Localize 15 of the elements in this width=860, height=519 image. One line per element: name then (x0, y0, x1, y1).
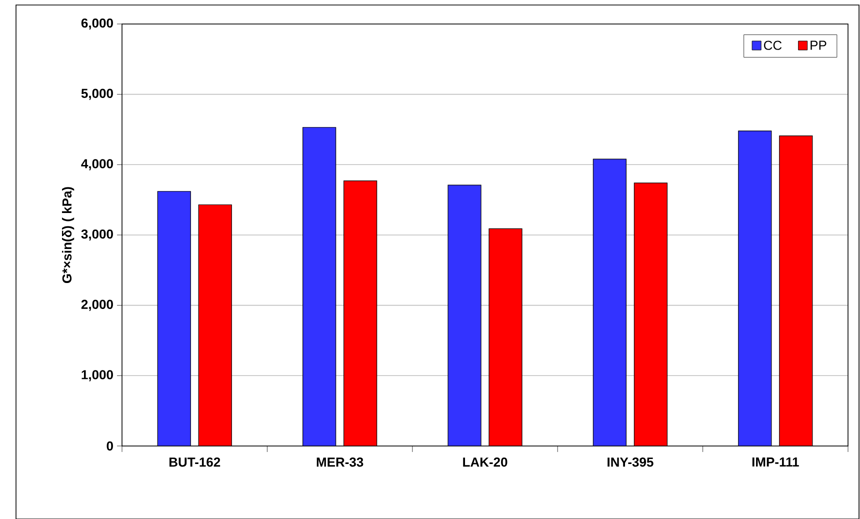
y-tick-label: 2,000 (81, 300, 113, 311)
legend-label: CC (764, 40, 782, 50)
legend-label: PP (810, 40, 826, 50)
y-tick-label: 5,000 (81, 88, 113, 100)
y-axis-title: G*×sin(δ) ( kPa) (62, 187, 74, 284)
y-tick-label: 4,000 (81, 159, 113, 170)
y-tick-label: 1,000 (82, 370, 113, 382)
x-tick-label: IMP-111 (752, 458, 799, 466)
y-tick-label: 3,000 (81, 229, 113, 241)
x-tick-label: BUT-162 (169, 458, 220, 467)
x-tick-label: LAK-20 (463, 458, 508, 467)
y-tick-label: 0 (106, 441, 113, 451)
x-tick-label: INY-395 (608, 458, 654, 467)
x-tick-label: MER-33 (316, 458, 364, 467)
y-tick-label: 6,000 (81, 18, 113, 30)
